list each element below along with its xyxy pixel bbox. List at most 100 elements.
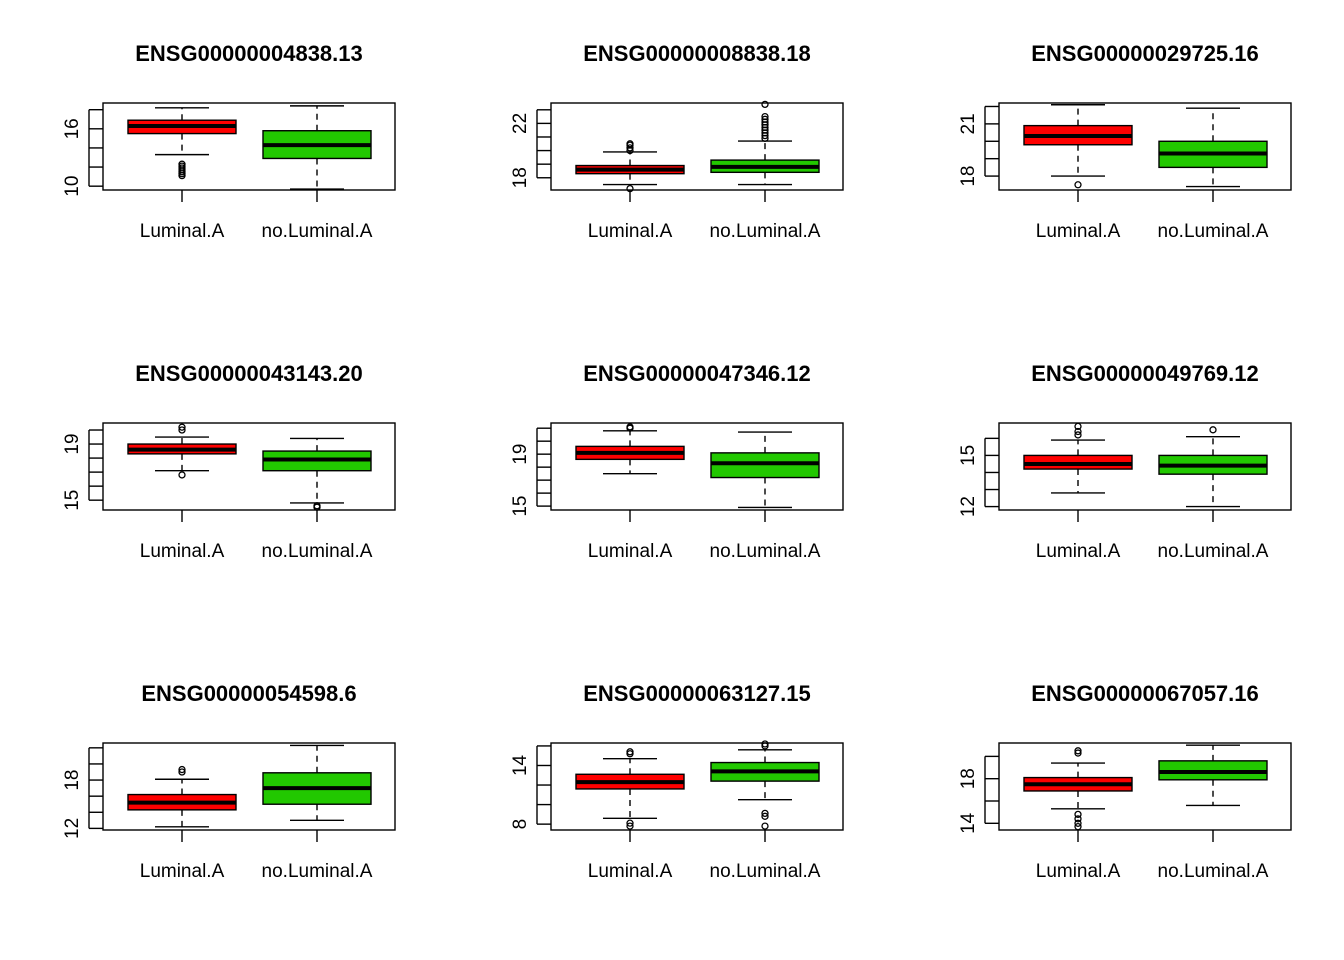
- outlier-point: [1074, 427, 1082, 436]
- outlier-point: [1074, 747, 1082, 755]
- outlier-point: [626, 822, 634, 830]
- panel-title: ENSG00000004838.13: [135, 41, 363, 66]
- x-category-label: Luminal.A: [588, 541, 673, 562]
- y-tick-label: 15: [510, 496, 531, 517]
- boxplot-panel-6: ENSG00000049769.12 12 15 Luminal.A no.Lumina…: [958, 361, 1292, 562]
- x-category-label: no.Luminal.A: [1158, 861, 1269, 882]
- box-no-luminal-a: [262, 105, 372, 190]
- y-tick-label: 12: [958, 496, 979, 517]
- plot-frame: [998, 102, 1292, 191]
- y-tick-label: 19: [510, 444, 531, 465]
- boxplot-panel-5: ENSG00000047346.12 15 19 Luminal.A no.Lumina…: [510, 361, 844, 562]
- panel-title: ENSG00000008838.18: [583, 41, 811, 66]
- panel-title: ENSG00000047346.12: [583, 361, 811, 386]
- y-tick-label: 15: [958, 445, 979, 466]
- outlier-point: [761, 809, 769, 818]
- boxplot-panel-7: ENSG00000054598.6 12 18 Luminal.A no.Luminal…: [62, 681, 396, 882]
- outlier-point: [1074, 431, 1082, 439]
- outlier-point: [178, 423, 186, 431]
- x-category-label: no.Luminal.A: [262, 541, 373, 562]
- outlier-point: [178, 471, 186, 479]
- x-category-label: Luminal.A: [1036, 221, 1121, 242]
- y-tick-label: 12: [62, 818, 83, 839]
- plot-frame: [102, 422, 396, 511]
- plot-frame: [998, 742, 1292, 831]
- outlier-point: [1074, 181, 1082, 189]
- plot-frame: [550, 742, 844, 831]
- boxplot-panel-2: ENSG00000008838.18 18 22 Luminal.A no.Lumina…: [510, 41, 844, 242]
- outlier-point: [761, 822, 769, 830]
- y-tick-label: 21: [958, 113, 979, 134]
- box-luminal-a: [575, 748, 685, 830]
- outlier-point: [626, 819, 634, 827]
- outlier-point: [626, 748, 634, 756]
- x-category-label: no.Luminal.A: [710, 221, 821, 242]
- outlier-point: [178, 426, 186, 434]
- box-no-luminal-a: [710, 431, 820, 509]
- box-no-luminal-a: [262, 437, 372, 511]
- plot-frame: [102, 102, 396, 191]
- box-luminal-a: [1023, 104, 1133, 189]
- outlier-point: [1074, 815, 1082, 823]
- y-tick-label: 14: [958, 812, 979, 834]
- outlier-point: [1209, 426, 1217, 434]
- y-tick-label: 18: [958, 166, 979, 187]
- plot-frame: [550, 102, 844, 191]
- outlier-point: [178, 160, 186, 168]
- panel-title: ENSG00000067057.16: [1031, 681, 1259, 706]
- outlier-point: [1074, 819, 1082, 827]
- y-tick-label: 18: [958, 768, 979, 789]
- y-tick-label: 18: [510, 167, 531, 188]
- y-tick-label: 15: [62, 490, 83, 511]
- boxplot-panel-9: ENSG00000067057.16 14 18 Luminal.A no.Lumina…: [958, 681, 1292, 882]
- box-no-luminal-a: [710, 100, 820, 186]
- box-luminal-a: [127, 423, 237, 479]
- box-no-luminal-a: [710, 740, 820, 830]
- box-luminal-a: [127, 765, 237, 828]
- x-category-label: Luminal.A: [1036, 541, 1121, 562]
- outlier-point: [626, 423, 634, 431]
- outlier-point: [1074, 749, 1082, 757]
- box-luminal-a: [1023, 422, 1133, 494]
- outlier-point: [313, 502, 321, 510]
- y-tick-label: 16: [62, 118, 83, 139]
- boxplot-panel-4: ENSG00000043143.20 15 19 Luminal.A no.Lumina…: [62, 361, 396, 562]
- boxplot-panel-1: ENSG00000004838.13 10 16 Luminal.A no.Lumina…: [62, 41, 396, 242]
- x-category-label: no.Luminal.A: [710, 541, 821, 562]
- box-no-luminal-a: [1158, 426, 1268, 508]
- y-tick-label: 14: [510, 754, 531, 776]
- outlier-point: [626, 144, 634, 152]
- box-no-luminal-a: [262, 744, 372, 822]
- panel-title: ENSG00000063127.15: [583, 681, 811, 706]
- panel-title: ENSG00000043143.20: [135, 361, 363, 386]
- box-luminal-a: [127, 107, 237, 180]
- box-luminal-a: [1023, 747, 1133, 831]
- outlier-point: [761, 740, 769, 748]
- panel-title: ENSG00000049769.12: [1031, 361, 1259, 386]
- plot-frame: [998, 422, 1292, 511]
- panel-title: ENSG00000029725.16: [1031, 41, 1259, 66]
- y-tick-label: 10: [62, 176, 83, 197]
- box-no-luminal-a: [1158, 107, 1268, 188]
- y-tick-label: 19: [62, 433, 83, 454]
- x-category-label: Luminal.A: [140, 221, 225, 242]
- outlier-point: [626, 140, 634, 148]
- outlier-point: [178, 765, 186, 774]
- plot-frame: [102, 742, 396, 831]
- outlier-point: [761, 115, 769, 123]
- outlier-point: [761, 812, 769, 820]
- y-tick-label: 18: [62, 769, 83, 790]
- outlier-point: [1074, 810, 1082, 819]
- outlier-point: [761, 100, 769, 109]
- outlier-point: [178, 768, 186, 776]
- outlier-point: [1074, 422, 1082, 431]
- x-category-label: Luminal.A: [140, 541, 225, 562]
- x-category-label: no.Luminal.A: [1158, 541, 1269, 562]
- x-category-label: no.Luminal.A: [710, 861, 821, 882]
- x-category-label: no.Luminal.A: [1158, 221, 1269, 242]
- box-no-luminal-a: [1158, 744, 1268, 807]
- x-category-label: no.Luminal.A: [262, 221, 373, 242]
- x-category-label: no.Luminal.A: [262, 861, 373, 882]
- x-category-label: Luminal.A: [1036, 861, 1121, 882]
